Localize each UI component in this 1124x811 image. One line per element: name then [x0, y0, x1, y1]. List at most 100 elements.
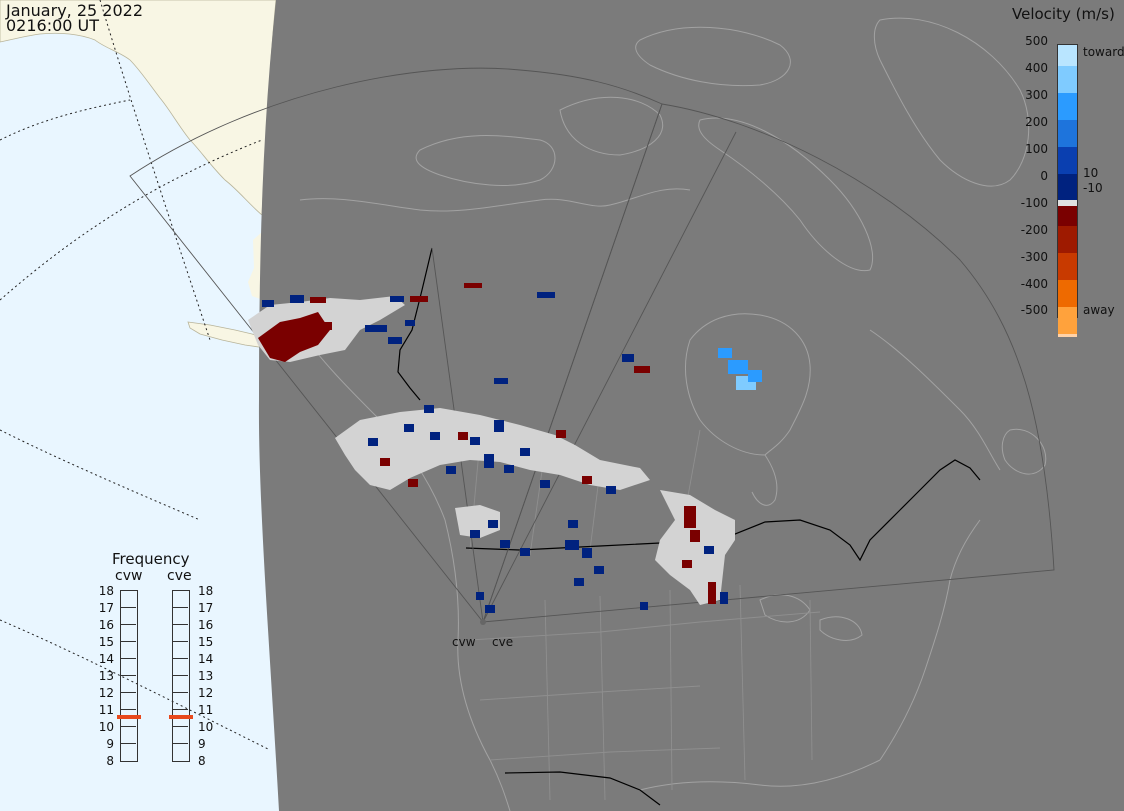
radar-site-label-cve: cve — [492, 635, 514, 649]
frequency-gridline — [120, 692, 136, 693]
frequency-gridline — [172, 624, 188, 625]
velocity-cell — [640, 602, 648, 610]
toward-label: toward — [1083, 45, 1124, 59]
velocity-cell — [262, 300, 274, 307]
velocity-cell — [380, 458, 390, 466]
velocity-tick-label: 400 — [1025, 61, 1048, 75]
us-canada-border — [465, 459, 981, 562]
velocity-cell — [565, 540, 579, 550]
velocity-cell — [494, 378, 508, 384]
velocity-cell — [606, 486, 616, 494]
graticule-2 — [0, 99, 131, 141]
velocity-cell — [404, 424, 414, 432]
velocity-color-swatch — [1058, 334, 1077, 337]
velocity-cell — [504, 465, 514, 473]
time-label: 0216:00 UT — [6, 16, 100, 35]
velocity-color-swatch — [1058, 226, 1077, 253]
velocity-color-swatch — [1058, 200, 1077, 206]
arctic-islands-3 — [635, 26, 791, 87]
frequency-gridline — [120, 709, 136, 710]
frequency-gridline — [172, 641, 188, 642]
velocity-cell — [684, 506, 696, 528]
velocity-cell — [484, 454, 494, 468]
velocity-color-swatch — [1058, 174, 1077, 200]
velocity-cell — [318, 322, 332, 330]
james-bay-coast — [751, 454, 778, 506]
velocity-tick-label: -10 — [1083, 181, 1103, 195]
frequency-scale-label-left: 18 — [98, 584, 114, 598]
velocity-cell — [365, 325, 387, 332]
graticule-3 — [0, 429, 201, 521]
frequency-scale-label-right: 15 — [198, 635, 214, 649]
frequency-scale-label-left: 8 — [106, 754, 114, 768]
velocity-tick-label: -200 — [1020, 223, 1048, 237]
velocity-away-patch — [258, 312, 330, 362]
velocity-cell — [464, 283, 482, 288]
velocity-cell — [708, 582, 716, 604]
frequency-scale-label-left: 16 — [98, 618, 114, 632]
velocity-cell — [682, 560, 692, 568]
radar-site-label-cvw: cvw — [452, 635, 476, 649]
frequency-scale-label-right: 14 — [198, 652, 214, 666]
velocity-tick-label: -100 — [1020, 196, 1048, 210]
ground-scatter-cvw-low — [455, 505, 500, 538]
velocity-color-swatch — [1058, 120, 1077, 147]
velocity-cell — [485, 605, 495, 613]
velocity-cell — [476, 592, 484, 600]
velocity-cell — [488, 520, 498, 528]
velocity-cell — [458, 432, 468, 440]
night-region — [258, 0, 1124, 811]
velocity-tick-label: 0 — [1040, 169, 1048, 183]
state-lines-1 — [469, 584, 821, 801]
velocity-color-swatch — [1058, 206, 1077, 226]
velocity-scale-title: Velocity (m/s) — [1012, 5, 1115, 23]
frequency-scale-box — [120, 590, 138, 762]
velocity-cell — [430, 432, 440, 440]
west-coast — [299, 329, 511, 811]
velocity-cell — [556, 430, 566, 438]
velocity-cell — [748, 370, 762, 382]
frequency-radar-label: cvw — [115, 568, 143, 584]
velocity-cell — [446, 466, 456, 474]
velocity-color-swatch — [1058, 147, 1077, 174]
velocity-cell — [410, 296, 428, 302]
velocity-cell — [704, 546, 714, 554]
frequency-gridline — [172, 709, 188, 710]
frequency-gridline — [172, 743, 188, 744]
velocity-cell — [728, 360, 748, 374]
frequency-radar-label: cve — [167, 568, 192, 584]
velocity-cell — [574, 578, 584, 586]
velocity-cell — [470, 530, 480, 538]
velocity-cell — [368, 438, 378, 446]
fov-cve — [482, 103, 1055, 623]
frequency-gridline — [120, 726, 136, 727]
velocity-tick-label: -500 — [1020, 303, 1048, 317]
frequency-scale-label-left: 13 — [98, 669, 114, 683]
frequency-gridline — [172, 726, 188, 727]
frequency-gridline — [120, 658, 136, 659]
velocity-cell — [500, 540, 510, 548]
greenland-coast — [873, 17, 1030, 187]
velocity-cell — [494, 420, 504, 432]
hudson-bay-coast — [684, 313, 811, 456]
velocity-tick-label: 300 — [1025, 88, 1048, 102]
fov-cvw — [129, 67, 663, 623]
velocity-cell — [582, 476, 592, 484]
radar-site-marker — [480, 619, 486, 625]
us-mexico-border — [504, 771, 661, 806]
baffin-island — [698, 117, 874, 272]
velocity-cell — [388, 337, 402, 344]
velocity-cell — [520, 548, 530, 556]
frequency-gridline — [172, 658, 188, 659]
velocity-cell — [690, 530, 700, 542]
arctic-islands-1 — [415, 135, 556, 186]
frequency-title: Frequency — [112, 550, 190, 568]
velocity-cell — [634, 366, 650, 373]
frequency-marker — [169, 715, 193, 719]
labrador-coast — [869, 329, 1001, 471]
velocity-cell — [424, 405, 434, 413]
frequency-marker — [117, 715, 141, 719]
away-label: away — [1083, 303, 1115, 317]
frequency-scale-label-left: 15 — [98, 635, 114, 649]
